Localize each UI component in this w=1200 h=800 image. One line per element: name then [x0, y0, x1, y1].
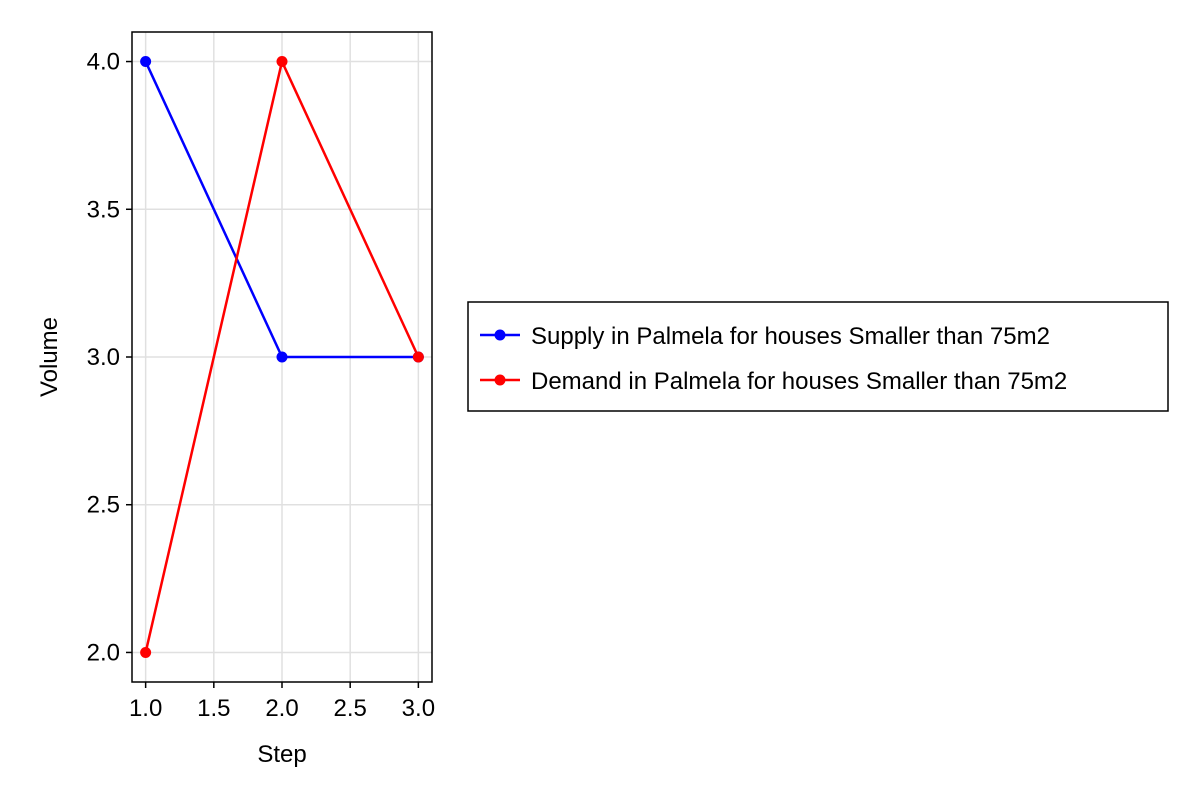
- x-axis-label: Step: [257, 741, 306, 768]
- legend: Supply in Palmela for houses Smaller tha…: [467, 301, 1169, 412]
- x-tick-label: 1.5: [197, 695, 230, 722]
- series-1-point: [140, 646, 152, 658]
- legend-entry-demand: Demand in Palmela for houses Smaller tha…: [480, 368, 1067, 395]
- y-tick-label: 3.5: [87, 196, 120, 223]
- x-tick-label: 2.5: [333, 695, 366, 722]
- y-tick-label: 4.0: [87, 49, 120, 76]
- x-tick-label: 3.0: [402, 695, 435, 722]
- axis-ticks: 1.0 1.5 2.0 2.5 3.0 2.0 2.5 3.0 3.5 4.0: [87, 49, 435, 722]
- series-1-point: [412, 351, 424, 363]
- y-tick-label: 3.0: [87, 344, 120, 371]
- legend-label-supply: Supply in Palmela for houses Smaller tha…: [531, 323, 1050, 350]
- x-tick-label: 1.0: [129, 695, 162, 722]
- legend-entry-supply: Supply in Palmela for houses Smaller tha…: [480, 323, 1050, 350]
- y-tick-label: 2.0: [87, 639, 120, 666]
- legend-swatch-marker: [494, 374, 506, 386]
- series-0-point: [276, 351, 288, 363]
- x-tick-label: 2.0: [265, 695, 298, 722]
- legend-box: [467, 301, 1169, 412]
- y-tick-label: 2.5: [87, 492, 120, 519]
- legend-label-demand: Demand in Palmela for houses Smaller tha…: [531, 368, 1067, 395]
- series-layer: [140, 56, 424, 658]
- legend-swatch-marker: [494, 329, 506, 341]
- series-0-point: [140, 56, 152, 68]
- series-1-point: [276, 56, 288, 68]
- y-axis-label: Volume: [36, 317, 63, 397]
